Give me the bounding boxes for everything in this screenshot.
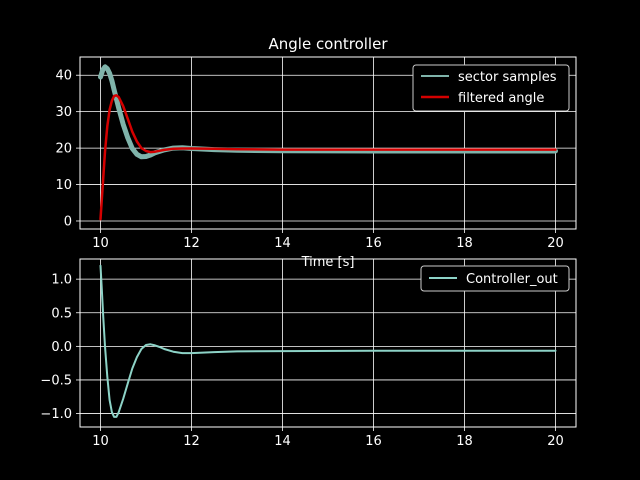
y-tick-label: 0.0 [51,340,72,355]
x-tick-label: 10 [92,434,109,449]
legend: sector samples filtered angle [412,64,570,112]
y-tick-label: −1.0 [40,407,72,422]
axes-frame [79,258,577,428]
x-axis-label: Time [s] [301,255,355,270]
y-tick-label: 1.0 [51,273,72,288]
series-line-filtered-angle [99,94,557,221]
legend-box [412,64,570,112]
legend-label-filtered-angle: filtered angle [458,91,544,106]
series-line-controller-out [99,264,557,418]
x-tick-labels: 10 12 14 16 18 20 [92,236,564,251]
x-tick-label: 18 [456,236,473,251]
x-tick-label: 20 [547,236,564,251]
y-tick-label: 20 [55,142,72,157]
legend-box [420,265,570,292]
y-tick-label: −0.5 [40,373,72,388]
x-tick-labels: 10 12 14 16 18 20 [92,434,564,449]
x-tick-label: 14 [274,236,291,251]
y-tick-label: 0.5 [51,306,72,321]
angle-controller-plot: Angle controller 10 12 14 16 18 20 010203040 … [55,35,577,270]
legend-label-controller-out: Controller_out [466,272,558,287]
axes-frame [79,56,577,230]
y-tick-label: 40 [55,69,72,84]
y-tick-label: 10 [55,178,72,193]
y-tick-labels: 0 10 20 30 40 [55,69,72,230]
x-tick-label: 16 [365,236,382,251]
plot-title: Angle controller [268,35,388,53]
legend-label-sector-samples: sector samples [458,70,557,85]
x-tick-label: 18 [456,434,473,449]
x-tick-label: 16 [365,434,382,449]
x-tick-label: 14 [274,434,291,449]
y-tick-label: 30 [55,105,72,120]
x-tick-label: 10 [92,236,109,251]
series-lines [99,264,557,418]
grid-lines [76,259,576,431]
x-tick-label: 20 [547,434,564,449]
x-tick-label: 12 [183,236,200,251]
controller-output-plot: 10 12 14 16 18 20 −1.0 −0.5 0.0 0.5 1.0 Controlle… [40,258,577,449]
x-tick-label: 12 [183,434,200,449]
legend: Controller_out [420,265,570,292]
y-tick-label: 0 [64,214,72,229]
series-lines [98,64,558,221]
y-tick-labels: −1.0 −0.5 0.0 0.5 1.0 [40,273,72,422]
